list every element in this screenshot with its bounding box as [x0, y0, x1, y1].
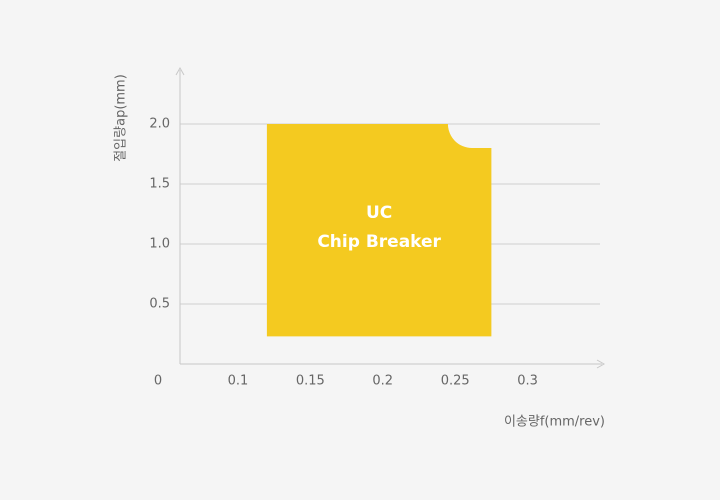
x-tick-label: 0.25 [441, 374, 470, 389]
y-tick-label: 1.5 [149, 177, 170, 192]
region-label: UC [366, 203, 392, 223]
y-tick-label: 1.0 [149, 237, 170, 252]
y-tick-label: 0.5 [149, 297, 170, 312]
y-tick-label: 2.0 [149, 117, 170, 132]
application-region [266, 124, 492, 337]
x-axis-arrow [596, 359, 606, 369]
x-tick-label: 0.2 [372, 374, 393, 389]
x-tick-label: 0.1 [228, 374, 249, 389]
y-axis-arrow [175, 66, 185, 76]
x-tick-label: 0.15 [296, 374, 325, 389]
region-label: Chip Breaker [317, 232, 441, 252]
x-tick-label: 0.3 [517, 374, 538, 389]
marks: UC Chip Breaker [266, 124, 492, 337]
origin-label: 0 [154, 374, 162, 389]
y-axis-label: 절입량ap(mm) [114, 74, 129, 162]
x-axis-label: 이송량f(mm/rev) [504, 415, 605, 430]
